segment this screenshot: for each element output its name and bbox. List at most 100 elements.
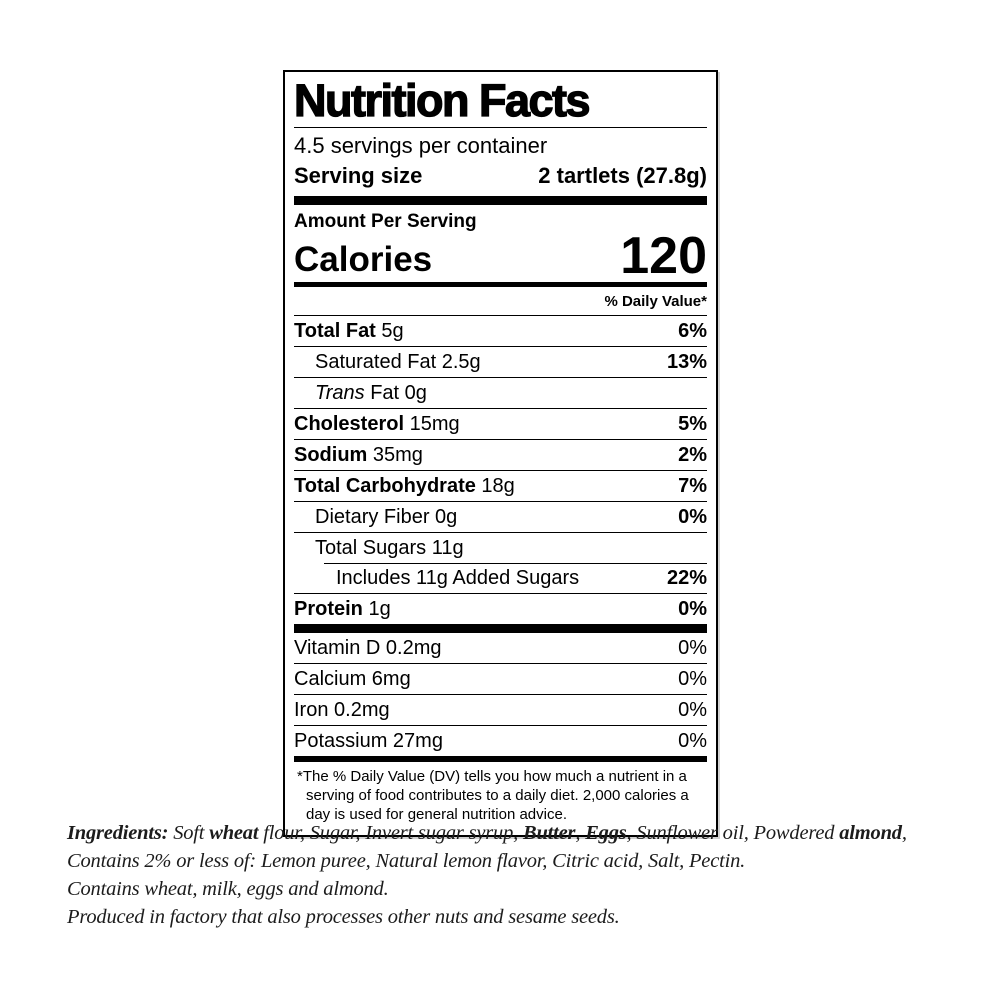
text-segment: 5g	[375, 320, 404, 343]
text-segment: Total Fat	[294, 320, 376, 343]
daily-value-footnote: *The % Daily Value (DV) tells you how mu…	[294, 762, 707, 826]
nutrient-row: Sodium 35mg 2%	[294, 439, 707, 470]
footnote-text: The % Daily Value (DV) tells you how muc…	[302, 768, 689, 823]
nutrient-name: Total Fat 5g	[294, 320, 404, 342]
text-segment: Cholesterol	[294, 413, 405, 436]
text-segment: Potassium 27mg	[294, 730, 443, 753]
micronutrient-rows: Vitamin D 0.2mg 0% Calcium 6mg 0% Iron 0.2mg…	[294, 633, 707, 756]
label-title: Nutrition Facts	[293, 75, 591, 126]
text-segment: Sodium	[294, 444, 368, 467]
nutrient-name: Sodium 35mg	[294, 444, 423, 466]
text-segment: Saturated Fat 2.5g	[315, 351, 481, 374]
text-segment: almond	[839, 822, 902, 844]
nutrition-facts-label: Nutrition Facts 4.5 servings per contain…	[283, 70, 718, 837]
amount-per-serving-label: Amount Per Serving	[294, 210, 477, 232]
micronutrient-row: Potassium 27mg 0%	[294, 725, 707, 756]
ingredients-line: Ingredients: Soft wheat flour, Sugar, In…	[67, 820, 967, 848]
section-bar	[294, 624, 707, 634]
nutrient-name: Calcium 6mg	[294, 668, 411, 690]
text-segment: Fat 0g	[364, 382, 427, 405]
serving-size-value: 2 tartlets (27.8g)	[538, 162, 707, 188]
ingredients-line: Contains wheat, milk, eggs and almond.	[67, 876, 967, 904]
ingredients-paragraph: Ingredients: Soft wheat flour, Sugar, In…	[67, 820, 967, 932]
text-segment: ,	[575, 822, 586, 844]
text-segment: 18g	[475, 475, 515, 498]
nutrient-name: Saturated Fat 2.5g	[315, 351, 481, 373]
nutrient-row: Total Fat 5g 6%	[294, 316, 707, 346]
text-segment: Includes 11g Added Sugars	[336, 567, 580, 590]
footnote-asterisk: *	[297, 768, 303, 786]
micronutrient-row: Vitamin D 0.2mg 0%	[294, 633, 707, 663]
nutrient-row: Total Carbohydrate 18g 7%	[294, 470, 707, 501]
text-segment: 1g	[362, 598, 391, 621]
section-bar	[294, 195, 707, 205]
calories-value: 120	[620, 226, 707, 285]
nutrient-row: Protein 1g 0%	[294, 593, 707, 624]
text-segment: Vitamin D 0.2mg	[294, 637, 442, 660]
text-segment: ,	[901, 822, 907, 844]
micronutrient-row: Iron 0.2mg 0%	[294, 694, 707, 725]
calories-label: Calories	[294, 239, 433, 279]
nutrient-name: Potassium 27mg	[294, 730, 443, 752]
daily-value-header: % Daily Value*	[294, 287, 707, 317]
text-segment: Eggs	[585, 822, 627, 844]
section-bar	[294, 282, 707, 288]
serving-size-label: Serving size	[294, 162, 423, 188]
text-segment: Iron 0.2mg	[294, 699, 390, 722]
daily-value-percent: 22%	[666, 567, 707, 590]
nutrient-rows: Total Fat 5g 6% Saturated Fat 2.5g 13% Trans…	[294, 316, 707, 624]
text-segment: Butter	[522, 822, 576, 844]
text-segment: Total Sugars 11g	[315, 537, 464, 560]
daily-value-percent: 0%	[678, 598, 707, 621]
text-segment: Dietary Fiber 0g	[315, 506, 458, 529]
text-segment: , Sunflower oil, Powdered	[626, 822, 840, 844]
servings-per-container: 4.5 servings per container	[294, 133, 548, 159]
nutrient-row: Total Sugars 11g	[294, 532, 707, 563]
nutrient-row: Cholesterol 15mg 5%	[294, 408, 707, 439]
serving-size-row: Serving size 2 tartlets (27.8g)	[294, 163, 707, 189]
text-segment: Protein	[294, 598, 363, 621]
text-segment: 35mg	[367, 444, 423, 467]
nutrient-row: Saturated Fat 2.5g 13%	[294, 346, 707, 377]
ingredients-line: Produced in factory that also processes …	[67, 904, 967, 932]
nutrient-row: Dietary Fiber 0g 0%	[294, 501, 707, 532]
daily-value-percent: 6%	[678, 320, 707, 343]
nutrient-name: Dietary Fiber 0g	[315, 506, 457, 528]
text-segment: Contains wheat, milk, eggs and almond.	[67, 877, 389, 900]
nutrient-row: Includes 11g Added Sugars 22%	[294, 563, 707, 593]
text-segment: Total Carbohydrate	[294, 475, 476, 498]
daily-value-percent: 0%	[678, 699, 707, 722]
daily-value-percent: 13%	[666, 351, 707, 374]
text-segment: Contains 2% or less of: Lemon puree, Nat…	[67, 849, 746, 872]
daily-value-percent: 0%	[678, 730, 707, 753]
text-segment: wheat	[209, 822, 259, 844]
text-segment: Ingredients:	[67, 822, 174, 844]
daily-value-percent: 0%	[678, 668, 707, 691]
nutrient-name: Iron 0.2mg	[294, 699, 390, 721]
text-segment: Calcium 6mg	[294, 668, 411, 691]
nutrient-name: Protein 1g	[294, 598, 391, 620]
section-bar	[294, 756, 707, 763]
daily-value-percent: 5%	[678, 413, 707, 436]
daily-value-percent: 0%	[678, 637, 707, 660]
nutrient-name: Total Sugars 11g	[315, 537, 464, 559]
text-segment: Produced in factory that also processes …	[67, 905, 620, 928]
text-segment: Soft	[173, 822, 210, 844]
daily-value-percent: 0%	[678, 506, 707, 529]
calories-row: Calories 120	[294, 226, 707, 285]
daily-value-percent: 7%	[678, 475, 707, 498]
nutrient-name: Includes 11g Added Sugars	[336, 567, 579, 589]
nutrient-row: Trans Fat 0g	[294, 377, 707, 408]
nutrient-name: Trans Fat 0g	[315, 382, 427, 404]
micronutrient-row: Calcium 6mg 0%	[294, 663, 707, 694]
nutrient-name: Vitamin D 0.2mg	[294, 637, 441, 659]
daily-value-percent: 2%	[678, 444, 707, 467]
nutrient-name: Total Carbohydrate 18g	[294, 475, 515, 497]
text-segment: Trans	[315, 382, 365, 405]
title-divider	[294, 127, 707, 129]
text-segment: 15mg	[404, 413, 460, 436]
text-segment: flour, Sugar, Invert sugar syrup,	[258, 822, 523, 844]
nutrient-name: Cholesterol 15mg	[294, 413, 460, 435]
ingredients-line: Contains 2% or less of: Lemon puree, Nat…	[67, 848, 967, 876]
